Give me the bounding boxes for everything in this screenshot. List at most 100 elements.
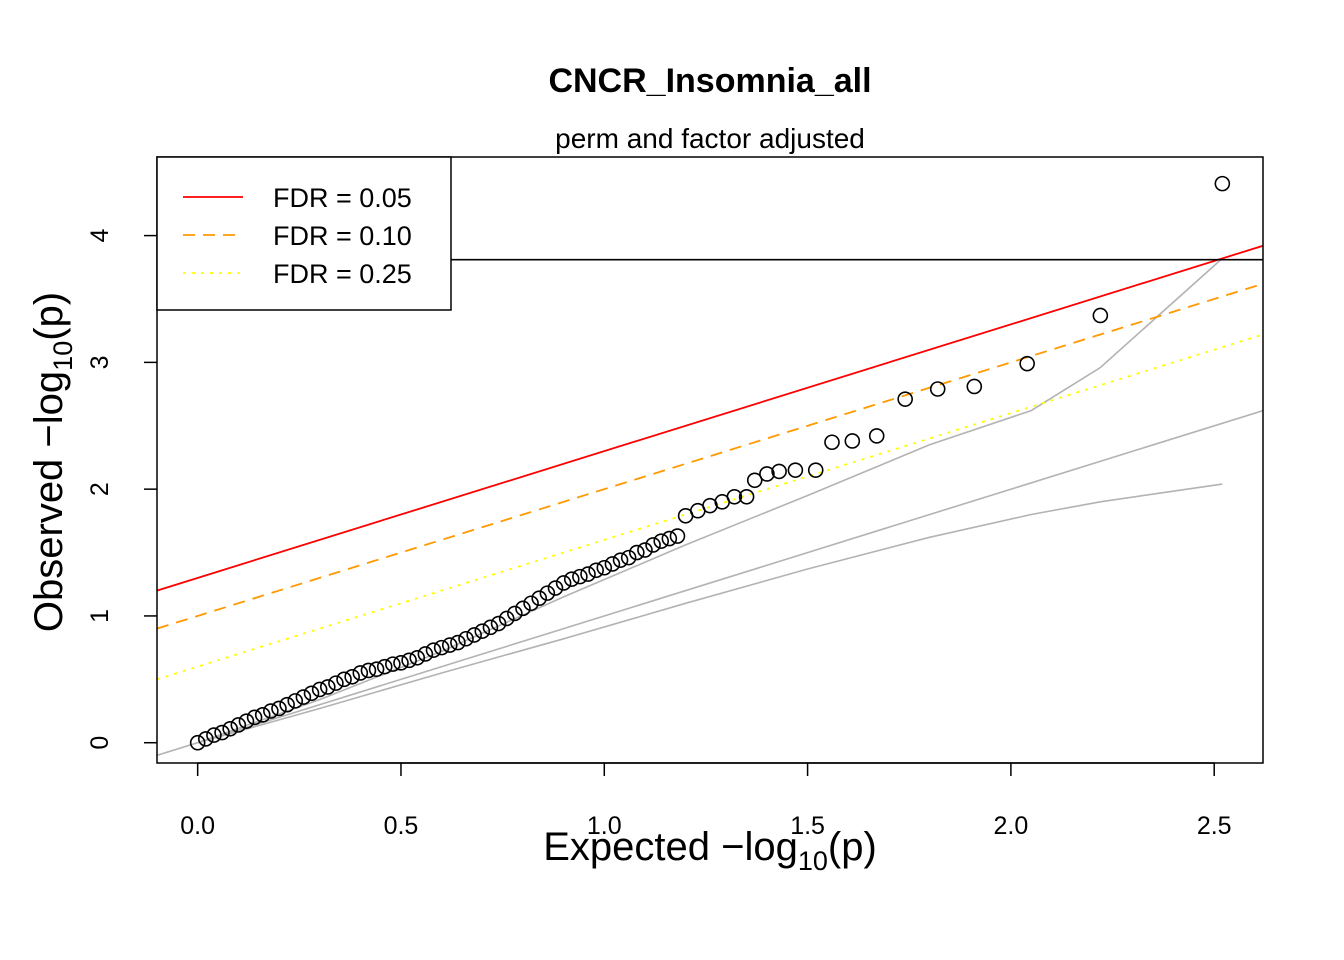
- data-point: [385, 656, 401, 672]
- data-point: [563, 571, 580, 587]
- data-point: [433, 639, 450, 656]
- data-point: [246, 709, 263, 726]
- data-point: [653, 533, 670, 549]
- data-point: [572, 568, 588, 585]
- data-point: [189, 734, 206, 751]
- fdr-line-1: [157, 282, 1263, 630]
- data-point: [966, 378, 983, 395]
- data-point: [490, 615, 507, 632]
- y-axis-label: Observed −log10(p): [27, 292, 78, 632]
- legend-label-0: FDR = 0.05: [273, 183, 412, 213]
- y-axis-label-suffix: (p): [27, 292, 71, 341]
- legend-label-1: FDR = 0.10: [273, 221, 412, 251]
- data-point: [596, 559, 613, 576]
- x-axis-label-prefix: Expected −log: [543, 825, 798, 869]
- chart-subtitle: perm and factor adjusted: [555, 123, 865, 154]
- data-point: [368, 661, 385, 677]
- data-point: [360, 662, 377, 679]
- data-point: [661, 530, 678, 547]
- data-point: [771, 463, 787, 480]
- data-point: [425, 642, 442, 658]
- data-point: [206, 727, 222, 743]
- data-point: [352, 665, 369, 681]
- y-axis-label-subscript: 10: [48, 341, 78, 371]
- y-tick-label: 2: [86, 482, 114, 496]
- data-point: [726, 488, 743, 505]
- legend-label-2: FDR = 0.25: [273, 259, 412, 289]
- fdr-line-0: [157, 244, 1263, 592]
- data-point: [604, 556, 621, 572]
- x-tick-label: 0.0: [180, 812, 215, 840]
- data-point: [629, 544, 645, 561]
- x-axis-label-suffix: (p): [828, 825, 877, 869]
- data-point: [466, 627, 482, 643]
- data-point: [498, 610, 515, 627]
- data-point: [409, 649, 426, 666]
- null-lower-curve: [197, 483, 1223, 744]
- data-point: [376, 658, 393, 675]
- data-point: [645, 537, 661, 553]
- data-point: [539, 585, 556, 601]
- data-point: [344, 668, 360, 685]
- data-point: [319, 679, 336, 695]
- data-point: [197, 731, 214, 747]
- data-point: [450, 634, 466, 651]
- data-point: [441, 637, 458, 653]
- data-point: [897, 391, 913, 407]
- data-point: [555, 575, 572, 591]
- y-tick-label: 1: [86, 609, 114, 623]
- plot-layer: [157, 175, 1263, 757]
- data-point: [738, 488, 755, 505]
- x-tick-label: 2.5: [1197, 812, 1232, 840]
- data-point: [336, 671, 352, 688]
- data-point: [612, 552, 629, 568]
- y-axis-label-prefix: Observed −log: [27, 371, 71, 632]
- data-point: [1019, 355, 1035, 372]
- data-point: [482, 619, 499, 636]
- data-point: [515, 600, 531, 617]
- data-point: [807, 462, 824, 478]
- identity-line: [157, 409, 1263, 757]
- data-point: [303, 685, 320, 702]
- x-tick-label: 2.0: [994, 812, 1029, 840]
- data-point: [507, 605, 523, 622]
- data-point: [279, 696, 295, 713]
- data-point: [474, 623, 491, 639]
- data-point: [868, 428, 885, 444]
- data-point: [295, 689, 312, 705]
- data-point: [287, 693, 304, 709]
- data-point: [669, 528, 686, 544]
- data-point: [580, 566, 596, 582]
- data-point: [824, 434, 840, 451]
- data-point: [458, 630, 474, 647]
- data-point: [311, 681, 328, 698]
- data-point: [222, 720, 238, 737]
- data-point: [393, 655, 409, 671]
- data-point: [523, 595, 539, 612]
- data-point: [531, 590, 548, 606]
- y-axis: 0 1 2 3 4: [86, 229, 157, 750]
- x-axis-label: Expected −log10(p): [543, 825, 877, 876]
- y-tick-label: 0: [86, 736, 114, 750]
- data-point: [271, 700, 287, 717]
- data-point: [637, 542, 653, 558]
- data-point: [620, 549, 637, 566]
- data-point: [929, 381, 946, 397]
- x-axis: 0.0 0.5 1.0 1.5 2.0 2.5: [180, 762, 1232, 840]
- data-point: [328, 675, 344, 691]
- x-tick-label: 1.0: [587, 812, 622, 840]
- legend: FDR = 0.05 FDR = 0.10 FDR = 0.25: [156, 156, 452, 311]
- data-point: [588, 562, 604, 579]
- legend-box: [156, 156, 452, 311]
- y-tick-label: 4: [86, 229, 114, 243]
- y-tick-label: 3: [86, 355, 114, 369]
- data-point: [1092, 307, 1109, 324]
- x-tick-label: 1.5: [790, 812, 825, 840]
- data-point: [230, 717, 247, 733]
- data-point: [1214, 175, 1231, 192]
- x-axis-label-subscript: 10: [798, 846, 828, 876]
- data-point: [214, 724, 230, 741]
- data-point: [254, 707, 271, 723]
- x-tick-label: 0.5: [384, 812, 419, 840]
- data-point: [787, 462, 804, 478]
